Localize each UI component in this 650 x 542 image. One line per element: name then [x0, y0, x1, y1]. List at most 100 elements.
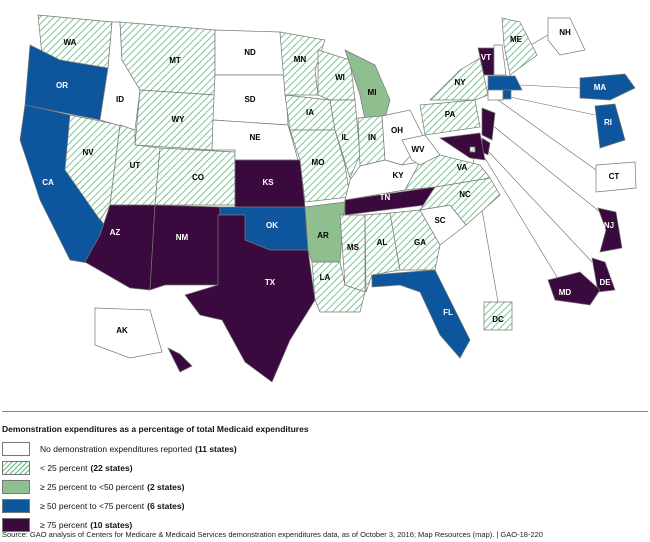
- state-label-mi: MI: [368, 88, 377, 97]
- leader-line-ct: [497, 99, 597, 171]
- state-il: [329, 99, 361, 180]
- leader-line-md: [479, 149, 561, 283]
- state-label-fl: FL: [443, 308, 453, 317]
- state-label-ma: MA: [594, 83, 607, 92]
- state-nj: [481, 107, 496, 141]
- state-label-ms: MS: [347, 243, 360, 252]
- state-label-mt: MT: [169, 56, 181, 65]
- legend-item-50to75: ≥ 50 percent to <75 percent (6 states): [2, 496, 309, 515]
- state-label-mn: MN: [294, 55, 307, 64]
- legend-swatch: [2, 479, 30, 494]
- state-ct: [487, 89, 504, 101]
- legend-label: < 25 percent: [40, 462, 88, 473]
- state-inset-de: [591, 257, 616, 293]
- state-label-ky: KY: [392, 171, 404, 180]
- state-ri: [502, 89, 512, 100]
- state-label-pa: PA: [445, 110, 456, 119]
- state-label-ut: UT: [130, 161, 141, 170]
- state-label-or: OR: [56, 81, 68, 90]
- state-inset-ct: [595, 161, 637, 193]
- state-label-wv: WV: [412, 145, 426, 154]
- state-label-ri: RI: [604, 118, 612, 127]
- state-label-ct: CT: [609, 172, 620, 181]
- state-label-va: VA: [457, 163, 468, 172]
- state-tx: [184, 214, 316, 383]
- legend-count: (22 states): [90, 462, 133, 473]
- state-label-wy: WY: [172, 115, 186, 124]
- state-pa: [419, 99, 481, 136]
- state-label-mo: MO: [312, 158, 325, 167]
- state-label-md: MD: [559, 288, 572, 297]
- leader-line-ri: [509, 96, 596, 116]
- legend-item-gte75: ≥ 75 percent (10 states): [2, 515, 309, 534]
- state-label-nj: NJ: [604, 221, 614, 230]
- state-md: [439, 132, 486, 161]
- legend-count: (6 states): [147, 500, 185, 511]
- state-label-ia: IA: [306, 108, 314, 117]
- divider: [2, 411, 648, 412]
- state-dc: [469, 146, 476, 153]
- state-label-nv: NV: [82, 148, 94, 157]
- legend-item-none: No demonstration expenditures reported (1…: [2, 439, 309, 458]
- state-inset-md: [547, 271, 601, 306]
- leader-line-ma: [519, 84, 581, 89]
- us-map: WA OR CA NV ID MT WY UT CO AZ NM ND SD NE KS OK TX MN IA MO…: [19, 14, 637, 384]
- state-label-vt: VT: [481, 53, 491, 62]
- state-inset-ri: [594, 103, 626, 149]
- state-label-nh: NH: [559, 28, 571, 37]
- state-inset-dc: [483, 301, 513, 331]
- state-label-dc: DC: [492, 315, 504, 324]
- state-label-il: IL: [341, 133, 348, 142]
- state-label-oh: OH: [391, 126, 403, 135]
- state-label-al: AL: [377, 238, 388, 247]
- state-label-ok: OK: [266, 221, 278, 230]
- state-label-sc: SC: [434, 216, 445, 225]
- state-ak: [94, 307, 163, 359]
- state-label-hi: HI: [178, 375, 186, 384]
- state-la: [311, 261, 366, 313]
- state-inset-nh: [547, 17, 586, 56]
- state-label-co: CO: [192, 173, 204, 182]
- state-label-ne: NE: [249, 133, 261, 142]
- state-label-ar: AR: [317, 231, 329, 240]
- source-note: Source: GAO analysis of Centers for Medi…: [2, 530, 543, 539]
- legend-count: (2 states): [147, 481, 185, 492]
- legend: Demonstration expenditures as a percenta…: [2, 424, 309, 534]
- legend-label: No demonstration expenditures reported: [40, 443, 193, 454]
- state-al: [364, 212, 401, 293]
- legend-count: (11 states): [195, 443, 237, 454]
- state-nh: [493, 44, 507, 76]
- legend-item-25to50: ≥ 25 percent to <50 percent (2 states): [2, 477, 309, 496]
- state-label-in: IN: [368, 133, 376, 142]
- state-label-de: DE: [599, 278, 611, 287]
- state-hi: [167, 347, 193, 373]
- state-ms: [339, 214, 366, 293]
- legend-count: (10 states): [90, 519, 133, 530]
- state-wv: [401, 134, 441, 166]
- state-label-tn: TN: [380, 193, 391, 202]
- state-fl: [371, 269, 471, 359]
- state-ma: [487, 75, 523, 91]
- legend-label: ≥ 50 percent to <75 percent: [40, 500, 145, 511]
- state-inset-ma: [579, 73, 636, 101]
- state-label-sd: SD: [244, 95, 255, 104]
- state-ga: [389, 209, 441, 271]
- state-label-ca: CA: [42, 178, 54, 187]
- state-label-ga: GA: [414, 238, 426, 247]
- legend-swatch: [2, 460, 30, 475]
- state-inset-nj: [597, 207, 623, 253]
- leader-line-nj: [491, 124, 601, 213]
- state-label-la: LA: [320, 273, 331, 282]
- state-mn: [279, 31, 326, 96]
- state-me: [501, 17, 538, 76]
- state-label-id: ID: [116, 95, 124, 104]
- legend-label: ≥ 75 percent: [40, 519, 88, 530]
- state-label-nc: NC: [459, 190, 471, 199]
- state-label-me: ME: [510, 35, 523, 44]
- state-ny: [429, 57, 489, 101]
- legend-title: Demonstration expenditures as a percenta…: [2, 424, 309, 434]
- state-label-ks: KS: [262, 178, 274, 187]
- state-label-wa: WA: [64, 38, 77, 47]
- legend-swatch: [2, 498, 30, 513]
- leader-line-de: [486, 149, 593, 263]
